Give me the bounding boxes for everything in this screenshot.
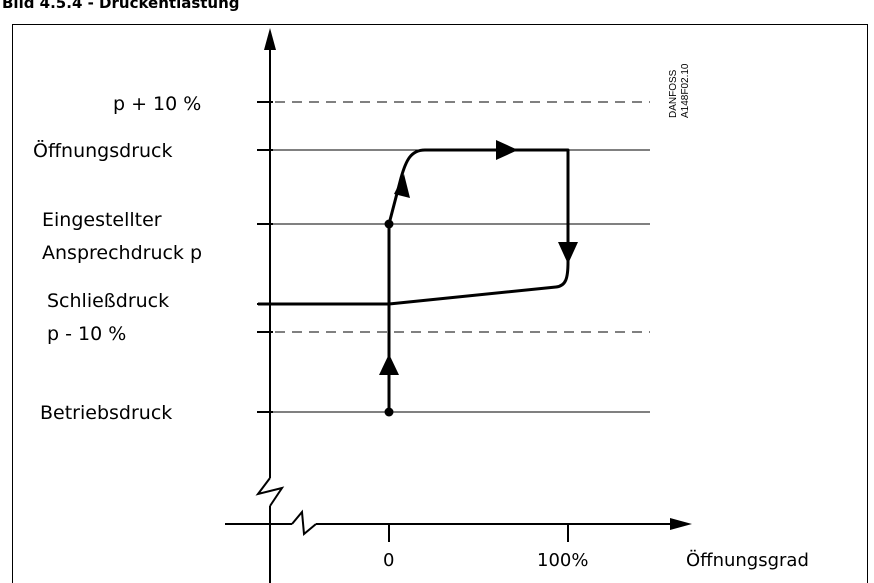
y-axis-break	[255, 477, 285, 507]
flow-arrow-down	[558, 242, 578, 264]
curve-point-ansprechdruck	[384, 219, 394, 229]
figure-caption: Bild 4.5.4 - Druckentlastung	[2, 0, 240, 12]
flow-arrow-right	[496, 140, 518, 160]
x-axis	[225, 509, 692, 542]
label-betriebsdruck: Betriebsdruck	[40, 402, 172, 424]
x-axis-arrowhead	[670, 518, 692, 530]
label-ansprechdruck-p: Ansprechdruck p	[42, 242, 202, 264]
curve-path	[258, 148, 570, 306]
x-tick-label-hundred: 100%	[537, 550, 588, 571]
label-p-plus-10: p + 10 %	[113, 93, 201, 115]
label-eingestellter: Eingestellter	[42, 209, 162, 231]
y-axis-arrowhead	[264, 28, 276, 50]
figure-frame	[12, 24, 868, 583]
flow-arrow-up-diagonal	[394, 174, 410, 198]
label-oeffnungsdruck: Öffnungsdruck	[33, 139, 173, 162]
watermark-code: A148F02.10	[680, 63, 691, 118]
y-axis	[255, 28, 285, 583]
flow-arrow-up	[379, 354, 399, 375]
x-axis-break	[291, 509, 317, 536]
x-tick-label-zero: 0	[383, 550, 394, 571]
watermark-danfoss: DANFOSS	[668, 69, 679, 118]
curve-point-betriebsdruck	[384, 407, 394, 417]
hysteresis-curve	[258, 140, 578, 417]
label-p-minus-10: p - 10 %	[47, 323, 126, 345]
label-schliessdruck: Schließdruck	[47, 290, 169, 312]
x-axis-label: Öffnungsgrad	[686, 549, 809, 571]
